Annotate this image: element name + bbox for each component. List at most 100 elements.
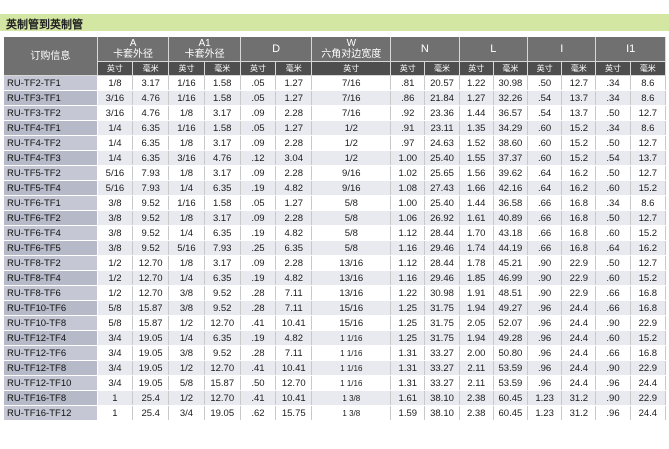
table-cell: .60 bbox=[527, 150, 563, 166]
table-cell: 32.26 bbox=[493, 90, 529, 106]
table-cell: 10.41 bbox=[275, 390, 313, 406]
table-cell: 12.70 bbox=[132, 255, 170, 271]
table-cell: .50 bbox=[595, 135, 631, 151]
table-row: RU-TF6-TF5 3/8 9.52 5/16 7.93.25 6.35 5/8 1.16 2… bbox=[4, 240, 667, 256]
table-cell: 10.41 bbox=[275, 315, 313, 331]
table-cell: 40.89 bbox=[493, 210, 529, 226]
table-cell: 31.75 bbox=[424, 315, 460, 331]
part-number-cell: RU-TF8-TF6 bbox=[4, 285, 98, 301]
table-cell: .54 bbox=[595, 150, 631, 166]
table-cell: 24.4 bbox=[561, 330, 597, 346]
table-cell: 25.40 bbox=[424, 150, 460, 166]
part-number-cell: RU-TF16-TF12 bbox=[4, 405, 98, 421]
table-cell: 36.58 bbox=[493, 195, 529, 211]
table-cell: .66 bbox=[595, 345, 631, 361]
table-cell: 1/8 bbox=[168, 105, 205, 121]
table-cell: .41 bbox=[240, 360, 277, 376]
table-cell: .50 bbox=[595, 165, 631, 181]
part-number-cell: RU-TF3-TF1 bbox=[4, 90, 98, 106]
table-cell: 7.11 bbox=[275, 300, 313, 316]
part-number-cell: RU-TF12-TF4 bbox=[4, 330, 98, 346]
table-cell: 1.56 bbox=[459, 165, 494, 181]
table-cell: 1/4 bbox=[168, 330, 205, 346]
table-cell: 31.2 bbox=[561, 405, 597, 421]
part-number-cell: RU-TF6-TF1 bbox=[4, 195, 98, 211]
table-cell: 1.00 bbox=[390, 150, 426, 166]
table-cell: 1.70 bbox=[459, 225, 494, 241]
table-cell: .96 bbox=[527, 345, 563, 361]
table-cell: 1 3/8 bbox=[311, 390, 392, 406]
table-cell: .90 bbox=[527, 285, 563, 301]
table-cell: .90 bbox=[527, 270, 563, 286]
table-cell: .96 bbox=[527, 300, 563, 316]
table-cell: 1/2 bbox=[168, 360, 205, 376]
table-cell: 3/16 bbox=[97, 90, 134, 106]
table-cell: 1 1/16 bbox=[311, 360, 392, 376]
table-cell: 24.63 bbox=[424, 135, 460, 151]
table-cell: 28.44 bbox=[424, 255, 460, 271]
table-cell: .50 bbox=[595, 255, 631, 271]
table-cell: .34 bbox=[595, 120, 631, 136]
part-number-cell: RU-TF12-TF8 bbox=[4, 360, 98, 376]
table-cell: .60 bbox=[527, 120, 563, 136]
table-cell: .09 bbox=[240, 210, 277, 226]
table-row: RU-TF16-TF8 1 25.4 1/2 12.70.41 10.41 1 3/8 1.6… bbox=[4, 390, 667, 406]
table-cell: 12.7 bbox=[630, 165, 667, 181]
table-cell: 38.10 bbox=[424, 390, 460, 406]
table-cell: 12.7 bbox=[630, 135, 667, 151]
table-cell: .66 bbox=[527, 225, 563, 241]
table-cell: 16.2 bbox=[561, 180, 597, 196]
table-cell: 53.59 bbox=[493, 360, 529, 376]
table-cell: .90 bbox=[595, 315, 631, 331]
unit-mm: 毫米 bbox=[204, 61, 241, 76]
table-cell: 15.75 bbox=[275, 405, 313, 421]
table-cell: 1.27 bbox=[275, 195, 313, 211]
table-cell: 1 3/8 bbox=[311, 405, 392, 421]
table-cell: 1/8 bbox=[168, 135, 205, 151]
table-cell: 1.91 bbox=[459, 285, 494, 301]
table-cell: 6.35 bbox=[204, 180, 241, 196]
table-cell: 15.87 bbox=[132, 300, 170, 316]
table-row: RU-TF6-TF1 3/8 9.52 1/16 1.58.05 1.27 5/8 1.00 2… bbox=[4, 195, 667, 211]
table-cell: 16.8 bbox=[561, 225, 597, 241]
table-cell: 39.62 bbox=[493, 165, 529, 181]
table-cell: 1.61 bbox=[390, 390, 426, 406]
table-cell: 27.43 bbox=[424, 180, 460, 196]
table-cell: .90 bbox=[527, 255, 563, 271]
table-cell: 12.70 bbox=[132, 285, 170, 301]
header-a1: A1 卡套外径 bbox=[168, 37, 241, 62]
part-number-cell: RU-TF10-TF6 bbox=[4, 300, 98, 316]
table-cell: 19.05 bbox=[132, 360, 170, 376]
table-cell: 6.35 bbox=[275, 240, 313, 256]
table-cell: 1.66 bbox=[459, 180, 494, 196]
table-cell: 25.40 bbox=[424, 195, 460, 211]
unit-mm: 毫米 bbox=[493, 61, 529, 76]
table-cell: 22.9 bbox=[630, 390, 667, 406]
table-cell: 1/8 bbox=[97, 75, 134, 91]
part-number-cell: RU-TF4-TF2 bbox=[4, 135, 98, 151]
table-cell: 45.21 bbox=[493, 255, 529, 271]
table-cell: 1.58 bbox=[204, 90, 241, 106]
table-cell: .60 bbox=[595, 270, 631, 286]
table-row: RU-TF6-TF4 3/8 9.52 1/4 6.35.19 4.82 5/8 1.12 28… bbox=[4, 225, 667, 241]
table-cell: 7.93 bbox=[132, 180, 170, 196]
table-cell: .91 bbox=[390, 120, 426, 136]
table-cell: 15.2 bbox=[630, 180, 667, 196]
table-cell: 31.75 bbox=[424, 330, 460, 346]
table-row: RU-TF6-TF2 3/8 9.52 1/8 3.17.09 2.28 5/8 1.06 26… bbox=[4, 210, 667, 226]
table-cell: 15/16 bbox=[311, 315, 392, 331]
table-cell: 3.17 bbox=[204, 165, 241, 181]
table-cell: 3/16 bbox=[97, 105, 134, 121]
table-cell: 1.02 bbox=[390, 165, 426, 181]
table-cell: 2.05 bbox=[459, 315, 494, 331]
table-cell: .28 bbox=[240, 300, 277, 316]
table-cell: 1/2 bbox=[97, 270, 134, 286]
table-cell: 1.16 bbox=[390, 270, 426, 286]
table-cell: 1.58 bbox=[204, 195, 241, 211]
table-cell: 1/8 bbox=[168, 165, 205, 181]
table-cell: .60 bbox=[595, 330, 631, 346]
table-cell: 26.92 bbox=[424, 210, 460, 226]
table-cell: 16.8 bbox=[561, 240, 597, 256]
table-cell: 28.44 bbox=[424, 225, 460, 241]
part-number-cell: RU-TF4-TF1 bbox=[4, 120, 98, 136]
